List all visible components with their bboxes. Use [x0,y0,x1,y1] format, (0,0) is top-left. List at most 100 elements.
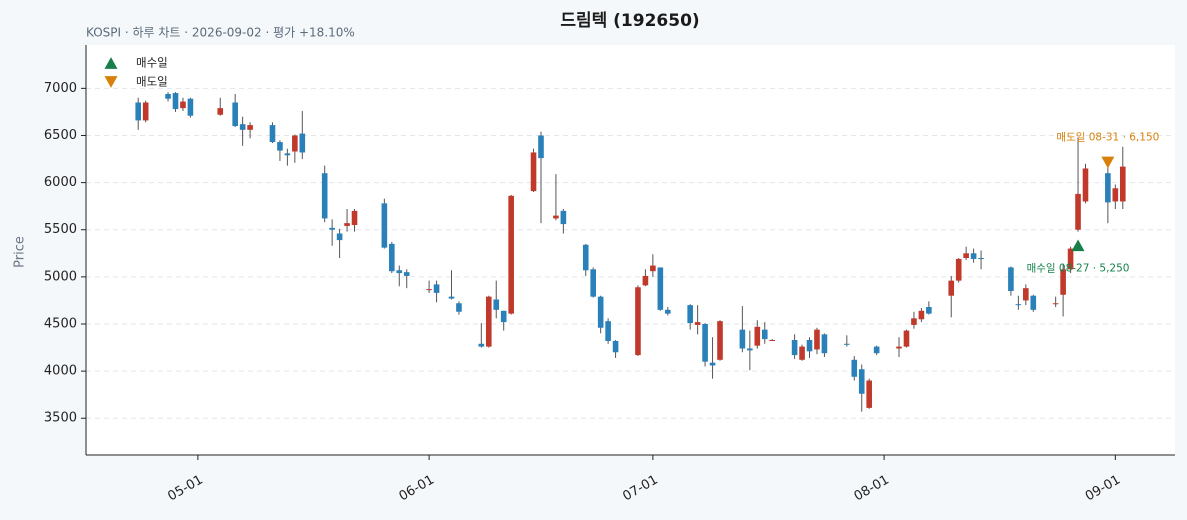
candle-body [1119,166,1126,202]
candle-body [553,215,559,219]
candle-body [217,108,224,115]
x-tick-label: 08-01 [852,473,892,505]
candle-body [664,309,671,314]
candle-body [903,330,910,347]
signal-annotation: 매도일 08-31 · 6,150 [1056,130,1159,143]
y-tick-label: 4000 [44,364,77,379]
candle-body [1060,269,1066,295]
x-tick-label: 09-01 [1083,473,1123,505]
chart-title: 드림텍 (192650) [560,11,699,31]
candle-body [821,334,828,354]
candle-body [247,125,253,130]
candle-body [761,329,768,340]
candle-body [344,223,350,226]
candle-body [329,227,335,230]
x-tick-label: 07-01 [620,473,660,505]
candle-body [389,243,395,272]
candle-body [650,265,656,272]
chart-subtitle: KOSPI · 하루 차트 · 2026-09-02 · 평가 +18.10% [86,26,355,40]
candle-body [292,135,298,152]
candle-body [560,210,567,225]
y-tick-label: 6000 [44,175,77,190]
signal-annotation: 매수일 08-27 · 5,250 [1027,261,1130,274]
candle-body [911,318,917,325]
candle-body [508,195,514,314]
candle-body [530,152,537,192]
candle-body [926,307,932,314]
candle-body [232,102,238,127]
y-tick-label: 7000 [44,81,77,96]
candle-body [978,258,984,260]
legend-marker [104,57,118,69]
candle-body [1112,188,1119,202]
y-tick-label: 3500 [44,411,77,426]
legend-marker [104,76,118,88]
candle-body [702,323,708,362]
candle-body [799,346,805,360]
candle-body [694,322,701,325]
candle-body [687,305,693,324]
candle-body [791,340,798,356]
candle-body [918,310,925,320]
y-tick-label: 5500 [44,222,77,237]
candle-body [1082,168,1089,202]
y-axis-label: Price [13,236,28,268]
candle-body [180,101,186,109]
candle-body [605,321,611,341]
legend-label: 매도일 [136,75,168,89]
candle-body [851,359,858,377]
plot-area [86,45,1175,455]
candle-body [142,102,149,121]
candle-body [963,253,969,259]
candle-body [955,258,962,281]
candle-body [299,133,306,153]
candle-body [844,343,850,345]
candle-body [165,94,171,99]
candle-body [896,346,902,349]
candle-body [747,348,753,351]
signal-marker [1071,239,1085,252]
candle-body [970,253,977,259]
candle-body [597,296,604,328]
candle-body [642,275,649,286]
candle-body [709,362,716,366]
candle-body [500,310,507,323]
candle-body [239,124,246,130]
candle-body [433,284,440,293]
candle-body [739,329,746,349]
candle-body [448,296,455,299]
candle-body [381,203,388,248]
candle-body [351,210,358,226]
candle-body [612,340,619,353]
candle-body [814,329,820,350]
signal-marker [1101,156,1115,169]
candle-body [403,272,410,276]
candle-body [1030,295,1037,310]
candle-body [1052,303,1059,305]
x-tick-label: 05-01 [165,473,205,505]
candle-body [866,380,872,408]
candle-body [172,93,179,110]
candle-body [321,173,328,219]
y-tick-label: 4500 [44,316,77,331]
candle-body [456,303,462,312]
candle-body [1015,304,1022,306]
candle-body [277,142,283,151]
candle-body [948,280,955,296]
candle-body [769,340,776,342]
candle-body [1067,248,1074,270]
candle-body [1008,267,1014,291]
candle-body [187,98,194,116]
candle-body [426,289,432,291]
candle-body [493,299,500,310]
legend-label: 매수일 [136,56,168,70]
candle-body [1105,173,1111,203]
candle-body [135,102,142,121]
y-tick-label: 6500 [44,128,77,143]
candle-body [1075,193,1081,230]
y-tick-label: 5000 [44,269,77,284]
candle-body [590,269,597,297]
candle-body [485,296,492,347]
